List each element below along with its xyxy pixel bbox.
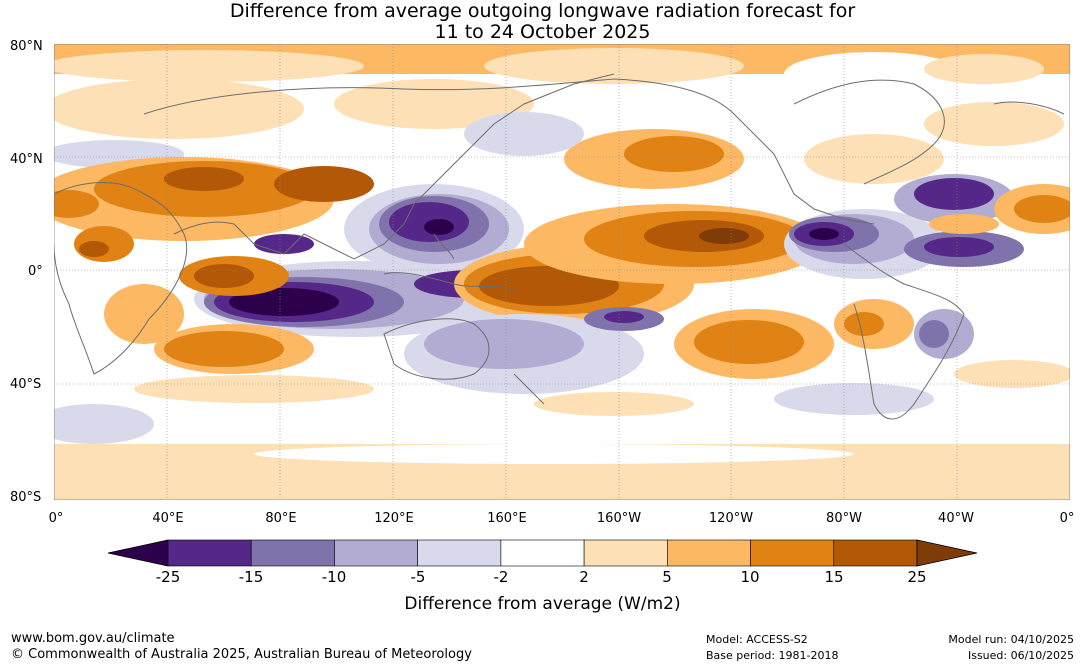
- colorbar-swatch: [750, 539, 835, 567]
- footer-issued: Issued: 06/10/2025: [967, 649, 1074, 662]
- coastlines: [54, 73, 1065, 420]
- lon-label-160w: 160°W: [596, 511, 642, 526]
- colorbar-extend-high: [916, 539, 978, 567]
- lon-label-80e: 80°E: [265, 511, 297, 526]
- map-graticule: [54, 44, 1070, 500]
- lon-label-120w: 120°W: [708, 511, 754, 526]
- colorbar-tick-25: 25: [907, 568, 927, 586]
- colorbar-extend-low: [107, 539, 169, 567]
- colorbar-swatch: [167, 539, 252, 567]
- colorbar-tick-10: 10: [740, 568, 760, 586]
- footer-website: www.bom.gov.au/climate: [11, 631, 175, 646]
- colorbar-tick-neg10: -10: [321, 568, 347, 586]
- map-title-line-1: Difference from average outgoing longwav…: [229, 0, 856, 22]
- colorbar-swatch: [833, 539, 918, 567]
- lat-label-equator: 0°: [28, 264, 43, 279]
- colorbar-tick-neg2: -2: [493, 568, 509, 586]
- footer-model-run: Model run: 04/10/2025: [948, 633, 1074, 646]
- lon-label-40w: 40°W: [938, 511, 974, 526]
- map-title-line-2: 11 to 24 October 2025: [434, 21, 651, 43]
- lat-label-80s: 80°S: [10, 490, 42, 505]
- lon-label-40e: 40°E: [152, 511, 184, 526]
- lon-label-160e: 160°E: [487, 511, 527, 526]
- anomaly-south-pacific: [404, 307, 834, 394]
- lon-label-0: 0°: [48, 511, 64, 526]
- colorbar-tick-5: 5: [662, 568, 672, 586]
- lon-label-80w: 80°W: [826, 511, 862, 526]
- lat-label-80n: 80°N: [10, 39, 43, 54]
- colorbar-swatch: [667, 539, 751, 567]
- anomaly-north-africa-asia: [54, 157, 374, 241]
- colorbar-tick-neg5: -5: [410, 568, 426, 586]
- anomaly-central-america-negative: [784, 174, 1024, 279]
- colorbar-swatch: [417, 539, 502, 567]
- colorbar: [107, 539, 978, 567]
- footer-copyright: © Commonwealth of Australia 2025, Austra…: [11, 647, 472, 662]
- anomaly-southern-ocean: [54, 360, 1070, 500]
- anomaly-indian-ocean-positive: [74, 226, 314, 374]
- colorbar-tick-2: 2: [579, 568, 589, 586]
- colorbar-tick-neg15: -15: [238, 568, 264, 586]
- footer-model: Model: ACCESS-S2: [706, 633, 808, 646]
- colorbar-swatch: [250, 539, 335, 567]
- olr-anomaly-map: [54, 44, 1070, 500]
- colorbar-tick-15: 15: [824, 568, 844, 586]
- anomaly-arctic: [54, 44, 1070, 96]
- lat-label-40s: 40°S: [10, 377, 42, 392]
- colorbar-tick-neg25: -25: [155, 568, 181, 586]
- lat-label-40n: 40°N: [10, 152, 43, 167]
- colorbar-swatch: [334, 539, 418, 567]
- anomaly-atlantic-positive: [834, 184, 1070, 359]
- colorbar-swatch: [583, 539, 668, 567]
- anomaly-equatorial-pacific-positive: [454, 204, 824, 324]
- lon-label-120e: 120°E: [374, 511, 414, 526]
- lon-label-0-east: 0°: [1059, 511, 1075, 526]
- colorbar-swatch: [500, 539, 585, 567]
- anomaly-west-pacific-negative: [344, 184, 524, 274]
- colorbar-title: Difference from average (W/m2): [404, 594, 681, 614]
- footer-base-period: Base period: 1981-2018: [706, 649, 839, 662]
